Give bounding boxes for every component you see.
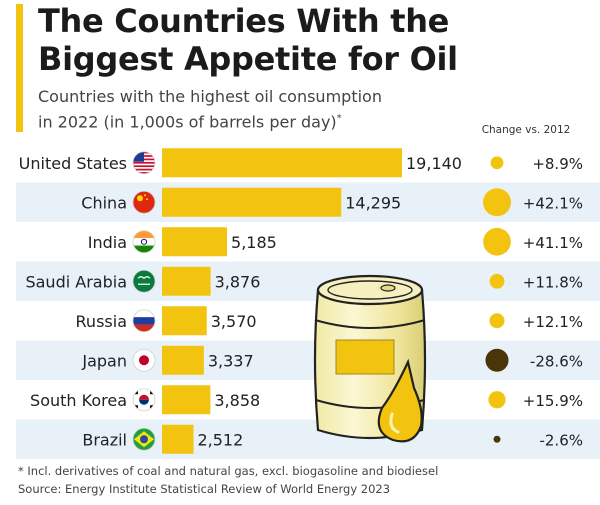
chart-title: The Countries With the Biggest Appetite … — [38, 2, 598, 78]
change-bubble — [488, 391, 506, 409]
bar — [162, 227, 228, 257]
bar — [162, 148, 402, 178]
chart-row: United States 19,140 +8.9% — [19, 148, 583, 178]
chart-row: India 5,185 +41.1% — [88, 227, 583, 257]
category-label: India — [88, 233, 127, 252]
value-label: 3,337 — [208, 351, 254, 370]
category-label: Brazil — [82, 430, 127, 449]
value-label: 19,140 — [406, 154, 462, 173]
south-korea-flag-icon — [132, 388, 156, 412]
title-accent-bar — [16, 4, 23, 132]
change-label: +42.1% — [523, 194, 583, 212]
bar — [162, 306, 207, 336]
value-label: 3,876 — [215, 272, 261, 291]
category-label: Japan — [81, 351, 127, 370]
oil-drop-icon — [377, 358, 423, 443]
change-bubble — [483, 188, 511, 217]
chart-row: China 14,295 +42.1% — [81, 187, 583, 217]
source-note: Source: Energy Institute Statistical Rev… — [18, 482, 391, 496]
bar-chart: United States 19,140 +8.9% China 14,295 +42.1… — [16, 148, 600, 459]
bar — [162, 187, 342, 217]
change-label: -2.6% — [539, 431, 583, 449]
change-label: +12.1% — [523, 313, 583, 331]
japan-flag-icon — [132, 348, 156, 372]
subtitle-line-2: in 2022 (in 1,000s of barrels per day) — [38, 112, 337, 132]
change-label: +41.1% — [523, 234, 583, 252]
oil-barrel-illustration — [313, 274, 427, 443]
change-bubble — [483, 227, 511, 256]
subtitle-footnote-marker: * — [336, 113, 342, 124]
category-label: South Korea — [30, 391, 127, 410]
brazil-flag-icon — [132, 427, 156, 451]
chart-row: Russia 3,570 +12.1% — [76, 306, 583, 336]
category-label: China — [81, 193, 127, 212]
bar — [162, 266, 211, 296]
chart-row: Brazil 2,512 -2.6% — [82, 424, 583, 454]
change-label: -28.6% — [530, 352, 583, 370]
change-bubble — [489, 273, 505, 289]
saudi-arabia-flag-icon — [132, 269, 156, 293]
bar — [162, 424, 194, 454]
chart-row: South Korea 3,858 +15.9% — [30, 385, 583, 415]
value-label: 3,858 — [214, 391, 260, 410]
change-bubble — [489, 313, 505, 329]
india-flag-icon — [132, 230, 156, 254]
category-label: Russia — [76, 312, 127, 331]
change-label: +11.8% — [523, 273, 583, 291]
russia-flag-icon — [132, 309, 156, 333]
change-column-header: Change vs. 2012 — [481, 124, 571, 136]
chart-subtitle: Countries with the highest oil consumpti… — [38, 86, 478, 133]
change-label: +15.9% — [523, 392, 583, 410]
bar — [162, 345, 204, 375]
bar — [162, 385, 211, 415]
change-bubble — [490, 156, 504, 170]
row-stripe — [16, 419, 600, 459]
subtitle-line-1: Countries with the highest oil consumpti… — [38, 87, 382, 106]
title-line-2: Biggest Appetite for Oil — [38, 40, 458, 78]
change-bubble — [485, 348, 509, 372]
value-label: 14,295 — [345, 193, 401, 212]
change-label: +8.9% — [532, 155, 583, 173]
value-label: 3,570 — [211, 312, 257, 331]
china-flag-icon — [132, 190, 156, 214]
change-bubble — [493, 435, 501, 443]
chart-row: Saudi Arabia 3,876 +11.8% — [25, 266, 583, 296]
us-flag-icon — [132, 151, 156, 175]
category-label: United States — [19, 154, 127, 173]
chart-row: Japan 3,337 -28.6% — [81, 345, 583, 375]
value-label: 2,512 — [197, 430, 243, 449]
value-label: 5,185 — [231, 233, 277, 252]
footnote: * Incl. derivatives of coal and natural … — [18, 464, 439, 478]
category-label: Saudi Arabia — [25, 272, 127, 291]
title-line-1: The Countries With the — [38, 2, 450, 40]
